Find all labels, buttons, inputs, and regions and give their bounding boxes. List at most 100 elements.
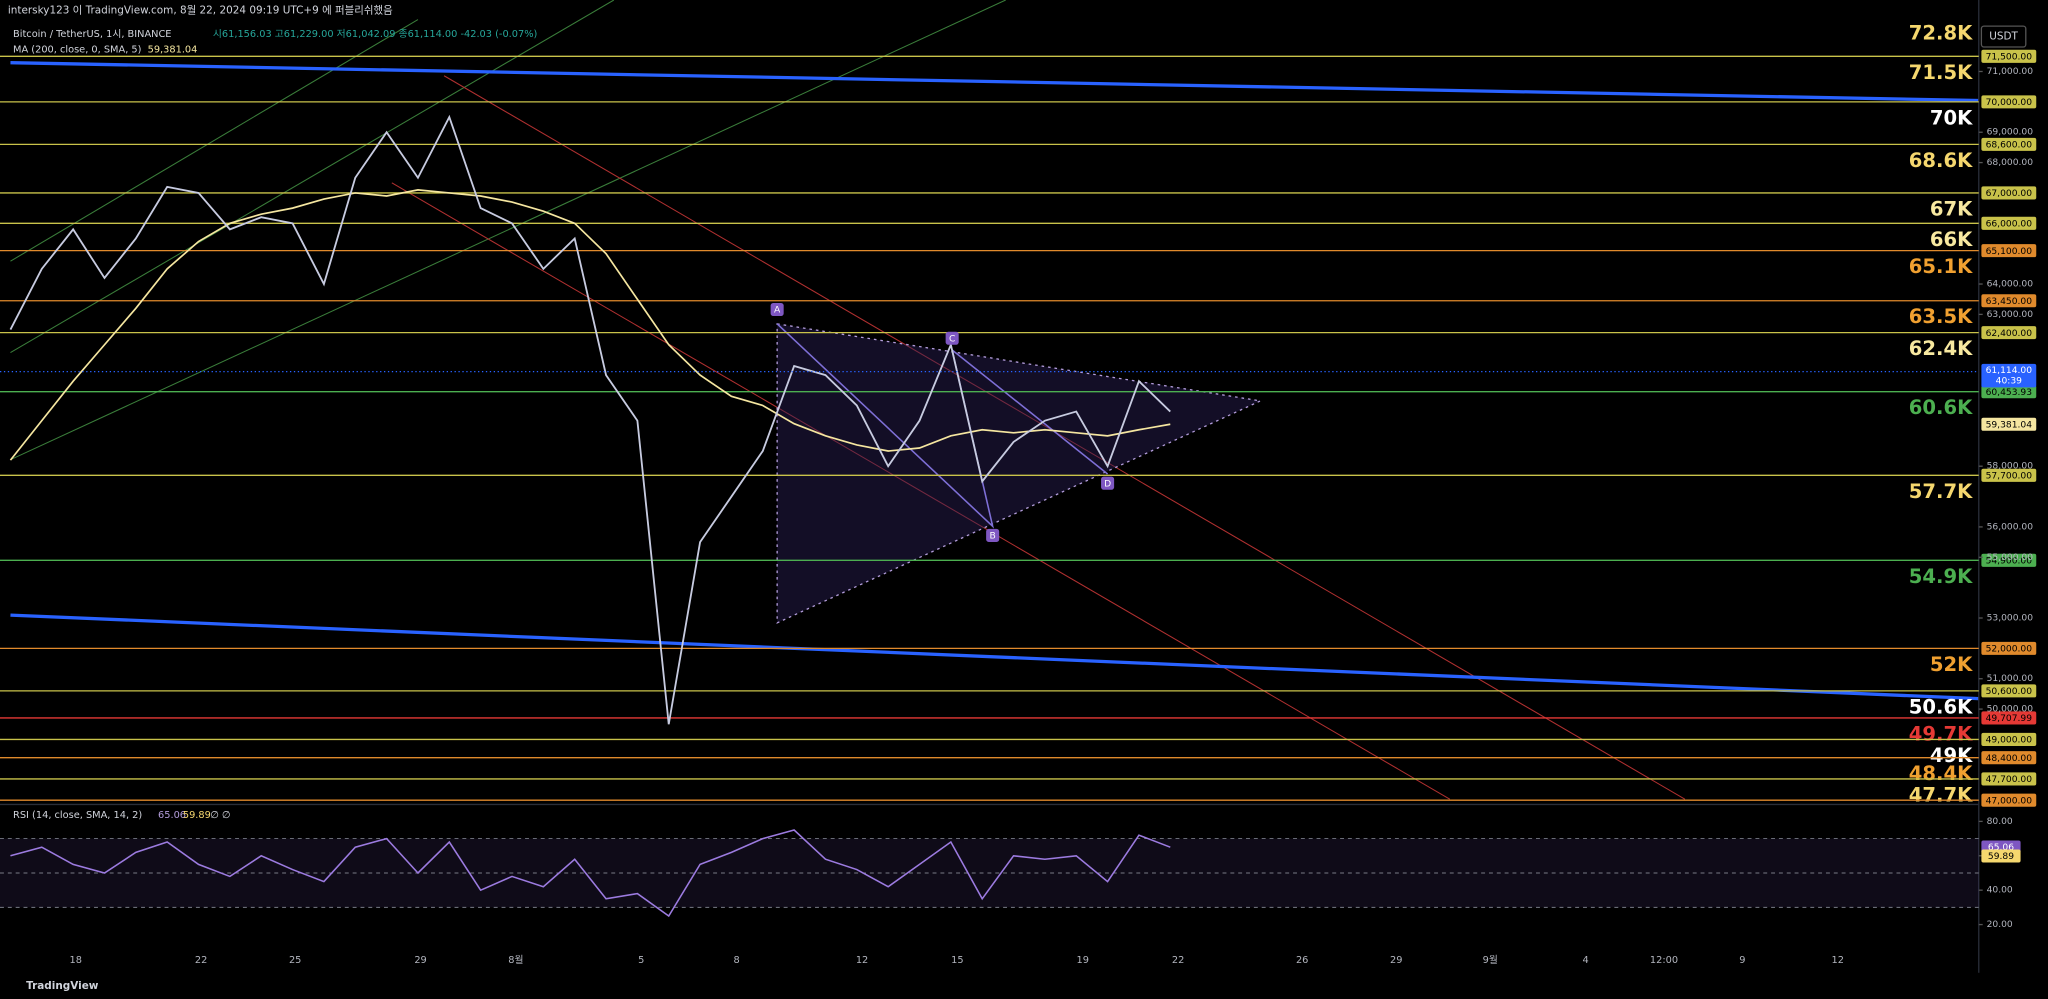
- y-tick-label: 50,000.00: [1987, 705, 2034, 715]
- level-tag: 65.1K: [1909, 255, 1973, 278]
- ma-title: MA (200, close, 0, SMA, 5): [13, 45, 141, 56]
- level-axis-box: [1981, 641, 2037, 655]
- currency-box: [1980, 25, 2027, 48]
- pattern-label: A: [774, 306, 781, 316]
- level-axis-label: 65,100.00: [1986, 247, 2033, 257]
- level-tag: 49K: [1930, 744, 1973, 767]
- level-tag: 70K: [1930, 106, 1973, 129]
- last-price-label: 61,114.00: [1986, 366, 2033, 376]
- level-axis-box: [1981, 468, 2037, 482]
- level-tag: 60.6K: [1909, 396, 1973, 419]
- triangle-pattern: [776, 323, 1263, 624]
- level-axis-box: [1981, 711, 2037, 725]
- y-tick-label: 71,000.00: [1987, 67, 2034, 77]
- brand: TradingView: [26, 980, 99, 992]
- level-axis-label: 49,000.00: [1986, 736, 2033, 746]
- level-axis-box: [1981, 684, 2037, 698]
- ma-price-box: [1981, 417, 2037, 431]
- y-tick-label: 56,000.00: [1987, 522, 2034, 532]
- currency: USDT: [1989, 31, 2018, 43]
- pattern-label-box: [986, 528, 1000, 542]
- level-tag: 50.6K: [1909, 695, 1973, 718]
- level-axis-box: [1981, 385, 2037, 399]
- channel-line: [10, 0, 1006, 461]
- ma-price-label: 59,381.04: [1986, 420, 2033, 430]
- level-tag: 54.9K: [1909, 565, 1973, 588]
- level-tag: 48.4K: [1909, 762, 1973, 785]
- pattern-label: D: [1104, 479, 1111, 489]
- level-axis-label: 47,000.00: [1986, 796, 2033, 806]
- rsi-sma: 59.89: [183, 810, 211, 821]
- ma-value: 59,381.04: [148, 45, 198, 56]
- level-axis-box: [1981, 326, 2037, 340]
- published: intersky123 이 TradingView.com, 8월 22, 20…: [8, 4, 393, 16]
- level-axis-box: [1981, 772, 2037, 786]
- level-tag: 72.8K: [1909, 21, 1973, 44]
- level-axis-label: 54,900.00: [1986, 556, 2033, 566]
- level-axis-box: [1981, 216, 2037, 230]
- rsi-box: [1981, 849, 2021, 863]
- level-tag: 68.6K: [1909, 149, 1973, 172]
- level-axis-label: 60,453.93: [1986, 388, 2033, 398]
- x-tick-label: 15: [951, 955, 963, 966]
- rsi-title: RSI (14, close, SMA, 14, 2): [13, 810, 142, 821]
- level-tag: 66K: [1930, 228, 1973, 251]
- rsi-box-label: 65.06: [1988, 843, 2014, 853]
- x-tick-label: 12: [1831, 955, 1843, 966]
- level-axis-label: 49,707.99: [1986, 714, 2033, 724]
- rsi-tick-label: 20.00: [1987, 920, 2013, 930]
- trend-line: [10, 61, 1979, 103]
- y-tick-label: 53,000.00: [1987, 614, 2034, 624]
- x-tick-label: 9: [1739, 955, 1745, 966]
- level-axis-label: 66,000.00: [1986, 219, 2033, 229]
- level-tag: 67K: [1930, 197, 1973, 220]
- x-tick-label: 9월: [1483, 954, 1498, 966]
- rsi-extra: ∅ ∅: [210, 810, 230, 821]
- level-axis-box: [1981, 49, 2037, 63]
- drawings: [0, 0, 2027, 973]
- symbol: Bitcoin / TetherUS, 1시, BINANCE: [13, 29, 171, 40]
- y-tick-label: 58,000.00: [1987, 462, 2034, 472]
- price-line: [9, 114, 1171, 725]
- level-axis-label: 50,600.00: [1986, 687, 2033, 697]
- level-axis-box: [1981, 137, 2037, 151]
- level-axis-box: [1981, 751, 2037, 765]
- x-tick-label: 4: [1583, 955, 1589, 966]
- level-axis-box: [1981, 553, 2037, 567]
- channel-line: [391, 182, 1451, 800]
- channel-line: [10, 0, 615, 354]
- level-axis-box: [1981, 793, 2037, 807]
- level-axis-box: [1981, 294, 2037, 308]
- level-axis-label: 67,000.00: [1986, 189, 2033, 199]
- pattern-label-box: [1101, 476, 1115, 490]
- level-axis-label: 62,400.00: [1986, 329, 2033, 339]
- footer-bar: [0, 972, 2048, 999]
- level-tag: 47.7K: [1909, 783, 1973, 806]
- x-tick-label: 19: [1077, 955, 1089, 966]
- level-tag: 57.7K: [1909, 480, 1973, 503]
- x-tick-label: 8월: [508, 954, 523, 966]
- x-tick-label: 5: [638, 955, 644, 966]
- level-axis-box: [1981, 732, 2037, 746]
- rsi-tick-label: 80.00: [1987, 817, 2013, 827]
- x-tick-label: 22: [1172, 955, 1184, 966]
- ohlc: 시61,156.03 고61,229.00 저61,042.09 종61,114…: [213, 28, 537, 40]
- x-tick-label: 25: [289, 955, 301, 966]
- y-tick-label: 51,000.00: [1987, 674, 2034, 684]
- x-tick-label: 29: [1390, 955, 1402, 966]
- level-axis-label: 71,500.00: [1986, 52, 2033, 62]
- pattern-label-box: [945, 331, 959, 345]
- y-tick-label: 69,000.00: [1987, 128, 2034, 138]
- pattern-label-box: [770, 302, 784, 317]
- y-tick-label: 68,000.00: [1987, 158, 2034, 168]
- level-axis-label: 47,700.00: [1986, 775, 2033, 785]
- x-tick-label: 12:00: [1650, 955, 1678, 966]
- channel-line: [10, 19, 419, 262]
- y-tick-label: 55,000.00: [1987, 553, 2034, 563]
- rsi-box-label: 59.89: [1988, 852, 2014, 862]
- level-tag: 52K: [1930, 653, 1973, 676]
- countdown: 40:39: [1996, 376, 2022, 386]
- trend-line: [10, 613, 1979, 701]
